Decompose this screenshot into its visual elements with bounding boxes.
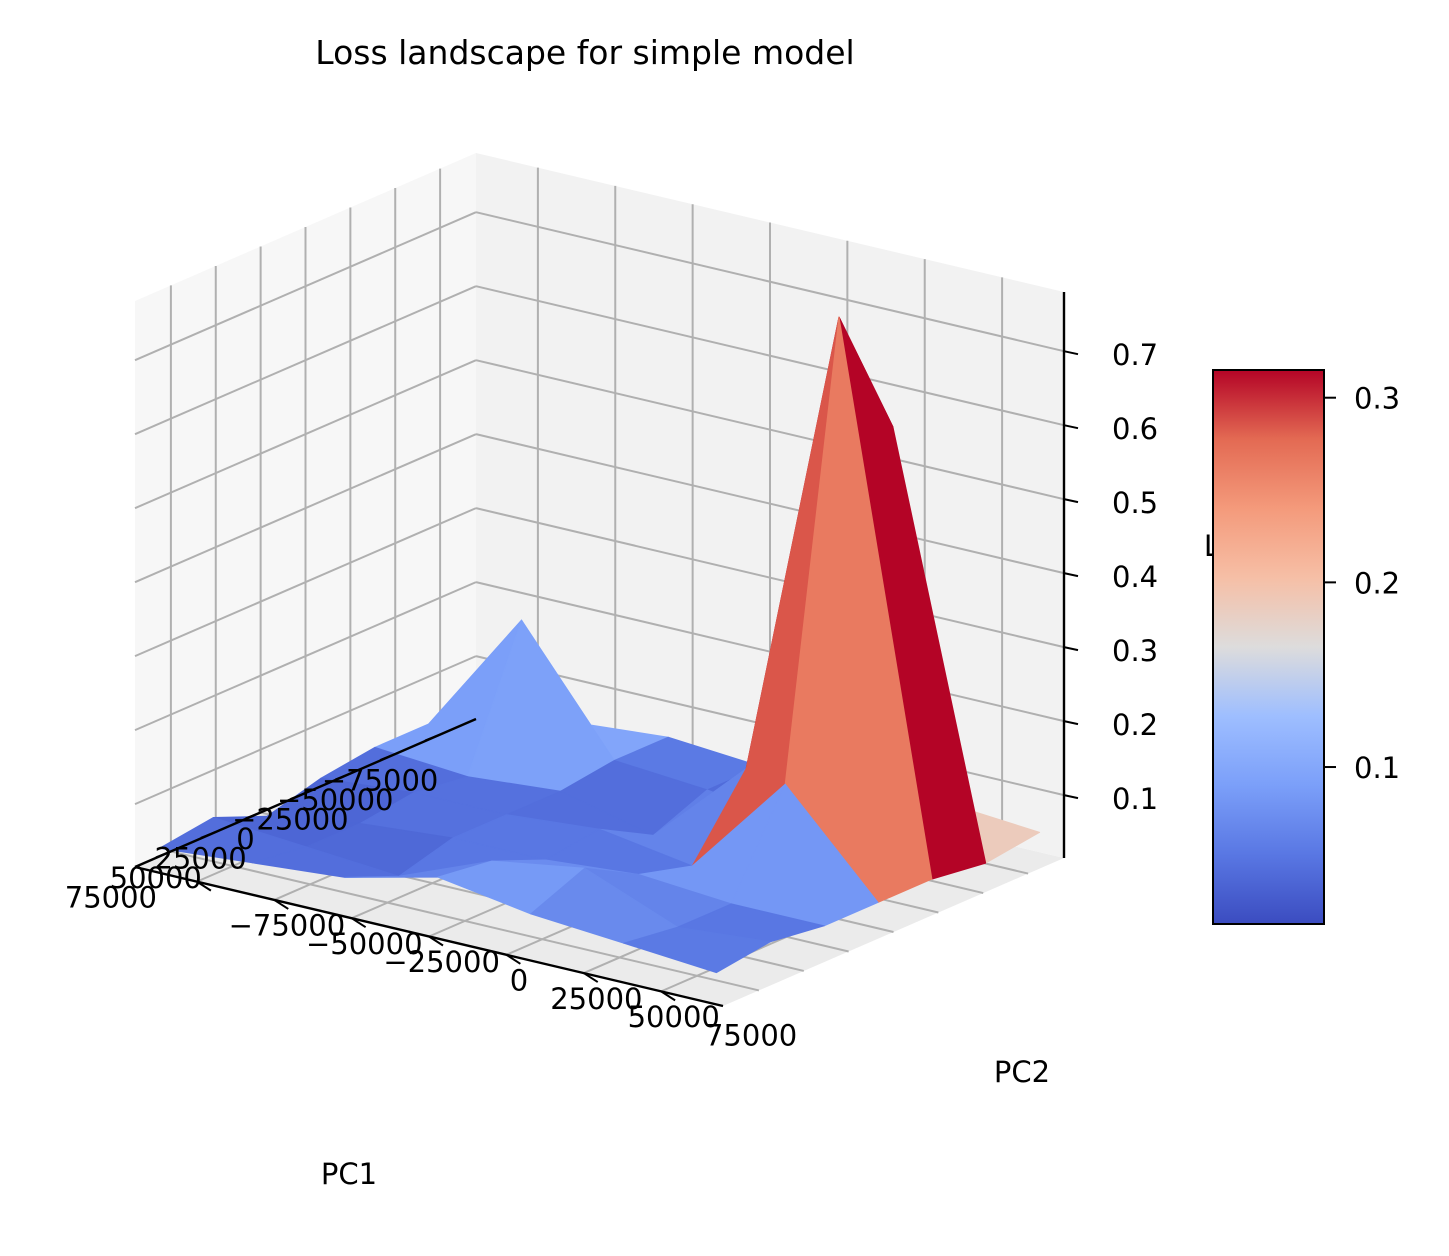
colorbar-tick-label: 0.1 bbox=[1354, 751, 1400, 785]
z-tick-mark bbox=[1063, 794, 1079, 800]
grid-line-z-left bbox=[134, 433, 477, 584]
grid-line-z-left bbox=[134, 507, 477, 658]
x-tick-mark bbox=[290, 792, 306, 800]
z-tick-label: 0.2 bbox=[1112, 708, 1158, 742]
y-tick-label: −25000 bbox=[383, 945, 500, 979]
x-tick-mark bbox=[245, 811, 262, 820]
y-tick-label: −50000 bbox=[306, 927, 423, 961]
y-tick-mark bbox=[351, 917, 367, 929]
y-tick-mark bbox=[505, 953, 521, 965]
x-tick-label: −25000 bbox=[232, 803, 349, 837]
surface-patch bbox=[623, 926, 771, 974]
y-tick-label: 0 bbox=[510, 964, 528, 998]
grid-line-z-back bbox=[475, 285, 1065, 427]
y-tick-label: −75000 bbox=[229, 909, 346, 943]
x-axis-label: PC1 bbox=[321, 1157, 377, 1191]
y-tick-mark bbox=[428, 935, 444, 947]
grid-line-z-left bbox=[134, 285, 477, 436]
x-tick-label: 50000 bbox=[110, 861, 202, 895]
z-tick-mark bbox=[1063, 572, 1079, 578]
grid-line-z-back bbox=[475, 211, 1065, 353]
z-ticks: 0.1 0.2 0.3 0.4 0.5 0.6 0.7 bbox=[1063, 338, 1158, 816]
colorbar-ticks: 0.1 0.2 0.3 bbox=[1324, 382, 1400, 785]
x-tick-label: −75000 bbox=[322, 764, 439, 798]
surface bbox=[158, 316, 1041, 974]
grid-line-z-back bbox=[475, 507, 1065, 649]
y-axis-label: PC2 bbox=[994, 1055, 1050, 1089]
x-tick-mark bbox=[424, 733, 441, 742]
z-tick-mark bbox=[1063, 350, 1079, 356]
x-tick-mark bbox=[155, 850, 172, 859]
z-tick-label: 0.4 bbox=[1112, 560, 1158, 594]
chart-title: Loss landscape for simple model bbox=[315, 33, 854, 72]
colorbar-tick-label: 0.3 bbox=[1354, 382, 1400, 416]
z-tick-label: 0.1 bbox=[1112, 782, 1158, 816]
grid-line-z-back bbox=[475, 433, 1065, 575]
z-tick-mark bbox=[1063, 720, 1079, 726]
z-tick-label: 0.5 bbox=[1112, 486, 1158, 520]
z-tick-label: 0.3 bbox=[1112, 634, 1158, 668]
grid-line-z-left bbox=[134, 211, 477, 362]
x-tick-label: 75000 bbox=[65, 880, 157, 914]
y-tick-mark bbox=[660, 990, 676, 1002]
x-tick-label: 25000 bbox=[154, 841, 246, 875]
x-tick-mark bbox=[200, 831, 217, 839]
grid-line-z-back bbox=[475, 359, 1065, 501]
y-tick-label: 25000 bbox=[550, 982, 642, 1016]
z-tick-label: 0.7 bbox=[1112, 338, 1158, 372]
colorbar: 0.1 0.2 0.3 bbox=[1212, 369, 1400, 925]
x-tick-label: 0 bbox=[236, 822, 254, 856]
grid-line-z-left bbox=[134, 581, 477, 732]
x-tick-mark bbox=[379, 753, 396, 761]
z-tick-label: 0.6 bbox=[1112, 412, 1158, 446]
y-tick-mark bbox=[196, 880, 212, 892]
z-tick-mark bbox=[1063, 646, 1079, 652]
colorbar-tick-label: 0.2 bbox=[1354, 566, 1400, 600]
z-tick-mark bbox=[1063, 424, 1079, 430]
colorbar-gradient bbox=[1212, 369, 1325, 925]
y-tick-label: 50000 bbox=[628, 1000, 720, 1034]
x-tick-label: −50000 bbox=[277, 783, 394, 817]
y-tick-mark bbox=[273, 899, 289, 910]
y-tick-label: 75000 bbox=[705, 1018, 797, 1052]
x-tick-mark bbox=[334, 772, 351, 781]
grid-line-z-left bbox=[134, 359, 477, 510]
y-tick-mark bbox=[583, 972, 599, 983]
z-tick-mark bbox=[1063, 498, 1079, 504]
grid-line-z-left bbox=[134, 655, 477, 806]
